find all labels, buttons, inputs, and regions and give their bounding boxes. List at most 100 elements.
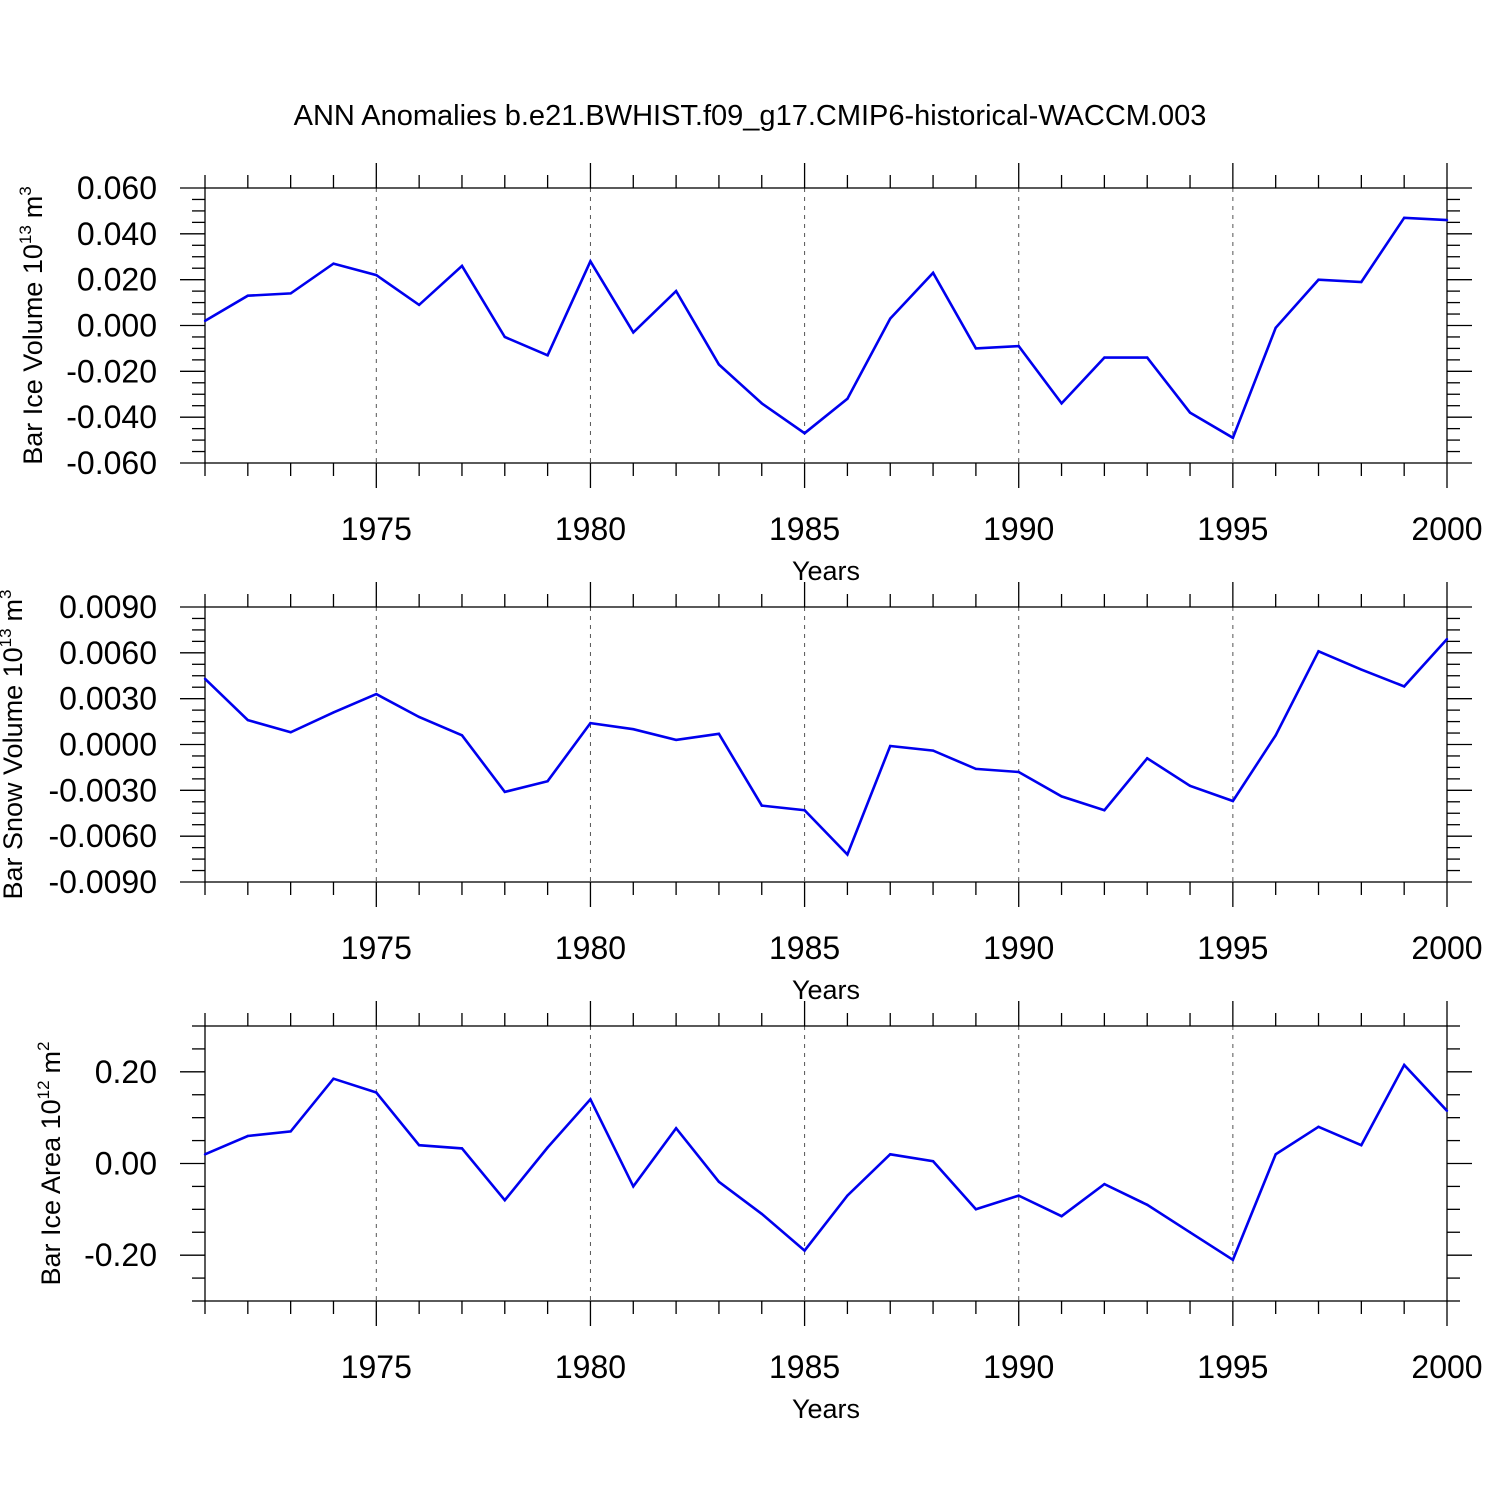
data-point	[546, 1146, 549, 1149]
x-tick-label: 1985	[769, 511, 840, 547]
data-point	[974, 767, 978, 771]
y-axis-label-text: Bar Ice Volume 10	[18, 244, 48, 465]
data-point	[889, 744, 892, 748]
data-point	[1445, 637, 1449, 641]
x-tick-label: 1980	[555, 1349, 626, 1385]
x-axis-label: Years	[792, 975, 860, 1005]
data-point	[1103, 1182, 1106, 1186]
series-line	[204, 1062, 1448, 1262]
data-point	[1402, 685, 1406, 688]
data-point	[760, 402, 763, 405]
data-point	[546, 354, 549, 357]
data-point	[1146, 356, 1149, 359]
data-point	[1360, 1143, 1363, 1147]
data-point	[589, 721, 592, 725]
data-point	[589, 260, 592, 263]
y-axis-label-unit: m	[18, 196, 48, 219]
data-point	[1060, 795, 1063, 798]
data-point	[974, 1208, 978, 1211]
data-point	[717, 732, 721, 736]
y-axis-label-text: Bar Ice Area 10	[36, 1099, 66, 1285]
y-tick-label: 0.0090	[59, 589, 157, 625]
data-point	[1402, 1063, 1406, 1067]
x-tick-label: 1995	[1197, 511, 1268, 547]
data-point	[1060, 402, 1063, 405]
y-tick-label: 0.0030	[59, 681, 157, 717]
y-tick-label: 0.000	[77, 308, 157, 344]
data-point	[289, 731, 292, 734]
data-point	[375, 1091, 378, 1094]
y-axis-label: Bar Ice Volume 1013 m3	[16, 186, 48, 465]
data-point	[417, 303, 421, 307]
panel-3: 1975 1980 1985 1990 1995 2000 -0.20 0.00 0.20 Yea…	[34, 1001, 1483, 1424]
x-tick-label: 1975	[341, 511, 412, 547]
x-tick-label: 1990	[983, 1349, 1054, 1385]
data-point	[803, 808, 806, 812]
x-tick-label: 1975	[341, 930, 412, 966]
plot-frame	[204, 187, 1448, 464]
y-axis-label-exponent: 12	[34, 1080, 53, 1099]
data-point	[460, 734, 464, 737]
data-point	[846, 1194, 849, 1197]
y-tick-label: -0.0090	[48, 864, 157, 900]
data-point	[1103, 808, 1106, 812]
y-tick-label: 0.00	[95, 1146, 157, 1182]
data-point	[203, 677, 207, 681]
data-point	[1402, 216, 1406, 219]
y-tick-label: 0.0060	[59, 635, 157, 671]
data-point	[717, 1180, 721, 1184]
data-point	[803, 432, 806, 435]
data-point	[1017, 770, 1020, 774]
y-tick-label: -0.060	[66, 445, 157, 481]
x-tick-label: 1990	[983, 511, 1054, 547]
x-tick-label: 1985	[769, 1349, 840, 1385]
panel-1: 1975 1980 1985 1990 1995 2000 -0.060 -0.040 -0.0…	[16, 163, 1483, 586]
plot-frame	[204, 606, 1448, 883]
x-tick-label: 1995	[1197, 1349, 1268, 1385]
data-point	[717, 363, 721, 366]
data-point	[674, 738, 678, 742]
data-point	[589, 1098, 592, 1101]
data-point	[1317, 650, 1320, 653]
y-tick-label: 0.040	[77, 216, 157, 252]
data-point	[246, 718, 250, 722]
data-point	[846, 397, 849, 401]
x-axis-label: Years	[792, 1394, 860, 1424]
data-point	[1060, 1215, 1063, 1218]
data-point	[674, 289, 678, 293]
data-point	[931, 749, 935, 752]
y-tick-label: -0.040	[66, 399, 157, 435]
x-tick-label: 1980	[555, 511, 626, 547]
data-point	[1188, 411, 1192, 414]
y-axis-label-text: Bar Snow Volume 10	[0, 647, 28, 899]
data-point	[1317, 278, 1320, 281]
data-point	[1146, 757, 1149, 760]
series-line	[204, 216, 1448, 440]
data-point	[503, 335, 506, 339]
data-point	[289, 1130, 292, 1133]
data-point	[546, 779, 549, 783]
data-point	[246, 294, 250, 297]
data-point	[375, 692, 378, 696]
data-point	[460, 1147, 464, 1150]
data-point	[1017, 344, 1020, 348]
data-point	[203, 1153, 207, 1156]
x-tick-label: 1990	[983, 930, 1054, 966]
panels: 1975 1980 1985 1990 1995 2000 -0.060 -0.040 -0.0…	[0, 163, 1483, 1424]
data-point	[1146, 1203, 1149, 1206]
y-axis-label-unit-exponent: 3	[16, 186, 35, 195]
data-point	[1231, 1258, 1235, 1261]
x-tick-label: 1995	[1197, 930, 1268, 966]
data-point	[1017, 1194, 1020, 1197]
y-tick-label: -0.0060	[48, 818, 157, 854]
data-point	[1103, 356, 1106, 359]
data-point	[1445, 1109, 1449, 1112]
figure-title: ANN Anomalies b.e21.BWHIST.f09_g17.CMIP6…	[294, 100, 1207, 132]
y-axis-label: Bar Snow Volume 1013 m3	[0, 589, 28, 899]
data-point	[1188, 784, 1192, 787]
data-point	[375, 273, 378, 277]
x-tick-label: 1980	[555, 930, 626, 966]
data-point	[1188, 1231, 1192, 1234]
data-point	[1360, 280, 1363, 284]
